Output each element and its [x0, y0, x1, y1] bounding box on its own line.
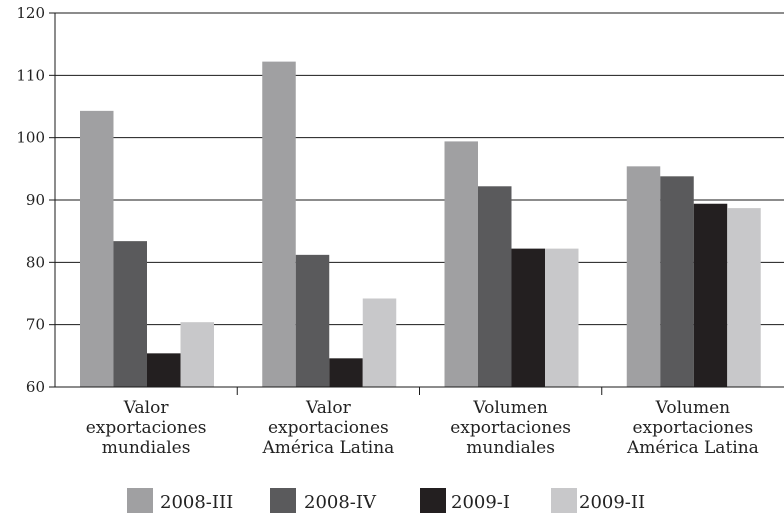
- x-category-label-line: América Latina: [261, 438, 394, 458]
- gridlines: [55, 12, 784, 388]
- x-category-label-line: Volumen: [655, 398, 731, 418]
- x-category-label-line: exportaciones: [86, 418, 207, 438]
- x-category-label-line: exportaciones: [268, 418, 389, 438]
- y-tick-label: 90: [26, 191, 45, 209]
- x-category-label-line: Valor: [305, 398, 352, 418]
- x-category-label: Volumen exportaciones América Latina: [626, 398, 759, 458]
- bar-2009-II-2: [545, 248, 579, 387]
- bar-2009-I-3: [693, 203, 728, 387]
- bar-2008-IV-1: [295, 254, 330, 387]
- legend-swatch-2009-I: [420, 488, 446, 513]
- legend-label: 2008-III: [160, 492, 233, 513]
- x-category-label-line: Volumen: [472, 398, 548, 418]
- y-tick-label: 100: [16, 129, 45, 147]
- legend-swatch-2008-IV: [270, 488, 296, 513]
- bars: [80, 61, 761, 388]
- bar-2009-I-2: [511, 248, 545, 387]
- legend-label: 2009-I: [451, 492, 510, 513]
- x-category-label-line: mundiales: [102, 438, 191, 458]
- x-category-label-line: exportaciones: [632, 418, 753, 438]
- x-category-label: Volumen exportaciones mundiales: [450, 398, 571, 458]
- legend-swatch-2008-III: [127, 488, 153, 513]
- bar-2008-IV-3: [660, 176, 694, 387]
- y-tick-label: 60: [26, 378, 45, 396]
- x-category-label-line: mundiales: [466, 438, 555, 458]
- bar-2008-III-0: [80, 110, 114, 387]
- bar-2009-II-0: [180, 322, 214, 387]
- bar-2009-I-1: [329, 358, 363, 387]
- bar-2008-IV-0: [113, 241, 147, 387]
- bar-2009-II-1: [362, 298, 397, 387]
- y-tick-label: 110: [16, 66, 45, 84]
- bar-2009-II-3: [727, 208, 761, 387]
- legend-swatch-2009-II: [551, 488, 577, 513]
- y-tick-label: 70: [26, 316, 45, 334]
- x-category-label-line: América Latina: [626, 438, 759, 458]
- x-category-label: Valor exportaciones América Latina: [261, 398, 394, 458]
- bar-2008-III-1: [262, 61, 296, 388]
- y-tick-label: 80: [26, 253, 45, 271]
- x-category-label: Valor exportaciones mundiales: [86, 398, 207, 458]
- legend-label: 2008-IV: [304, 492, 377, 513]
- y-tick-label: 120: [16, 4, 45, 22]
- bar-2008-IV-2: [478, 186, 512, 387]
- bar-2008-III-2: [444, 141, 478, 387]
- x-category-label-line: Valor: [123, 398, 170, 418]
- bar-2008-III-3: [626, 166, 661, 387]
- bar-2009-I-0: [147, 353, 181, 387]
- x-category-label-line: exportaciones: [450, 418, 571, 438]
- legend: 2008-III 2008-IV 2009-I 2009-II: [127, 488, 645, 513]
- legend-label: 2009-II: [579, 492, 645, 513]
